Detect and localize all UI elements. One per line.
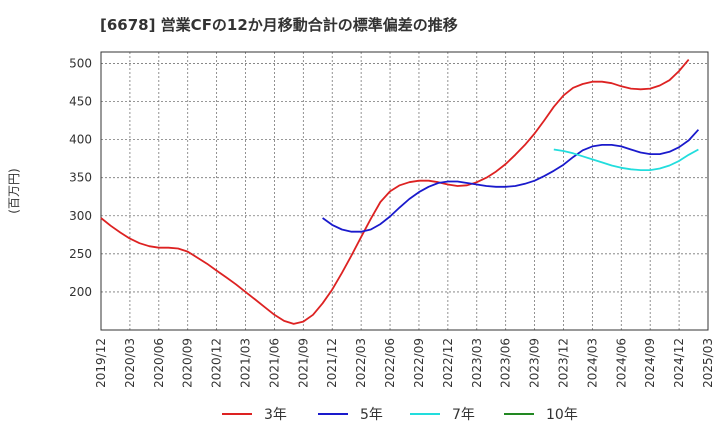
x-tick-label: 2019/12 xyxy=(94,338,108,388)
series-line-3 xyxy=(553,148,699,171)
x-tick-label: 2024/06 xyxy=(614,338,628,388)
x-tick-label: 2021/09 xyxy=(296,338,310,388)
x-tick-label: 2024/12 xyxy=(672,338,686,388)
x-tick-label: 2022/03 xyxy=(354,338,368,388)
y-axis-ticks: 200 250 300 350 400 450 500 xyxy=(69,56,92,298)
x-tick-label: 2022/12 xyxy=(441,338,455,388)
x-tick-label: 2020/12 xyxy=(210,338,224,388)
x-tick-label: 2023/09 xyxy=(528,338,542,388)
x-tick-label: 2020/03 xyxy=(123,338,137,388)
x-tick-label: 2021/03 xyxy=(239,338,253,388)
series-line-1 xyxy=(100,59,690,325)
x-tick-label: 2021/06 xyxy=(267,338,281,388)
x-tick-label: 2023/03 xyxy=(470,338,484,388)
x-tick-label: 2021/12 xyxy=(325,338,339,388)
legend: 3年 5年 7年 10年 xyxy=(222,407,578,423)
x-tick-label: 2024/03 xyxy=(585,338,599,388)
legend-label: 7年 xyxy=(452,407,475,423)
series-lines xyxy=(100,59,700,325)
x-tick-label: 2020/09 xyxy=(181,338,195,388)
legend-label: 3年 xyxy=(264,407,287,423)
y-tick-label: 350 xyxy=(69,171,92,185)
y-axis-label: (百万円) xyxy=(7,168,21,213)
x-tick-label: 2022/09 xyxy=(412,338,426,388)
chart-title: [6678] 営業CFの12か月移動合計の標準偏差の推移 xyxy=(100,16,458,34)
y-tick-label: 250 xyxy=(69,247,92,261)
x-tick-label: 2022/06 xyxy=(383,338,397,388)
plot-background xyxy=(101,52,708,330)
y-tick-label: 400 xyxy=(69,133,92,147)
plot-frame xyxy=(100,51,709,331)
y-tick-label: 200 xyxy=(69,285,92,299)
y-tick-label: 300 xyxy=(69,209,92,223)
x-tick-label: 2023/12 xyxy=(556,338,570,388)
y-tick-label: 450 xyxy=(69,95,92,109)
x-tick-label: 2023/06 xyxy=(499,338,513,388)
grid-lines xyxy=(100,52,709,330)
x-tick-label: 2025/03 xyxy=(701,338,715,388)
series-line-2 xyxy=(322,129,700,233)
y-tick-label: 500 xyxy=(69,56,92,70)
legend-label: 10年 xyxy=(546,407,578,423)
x-tick-label: 2024/09 xyxy=(643,338,657,388)
x-axis-ticks: 2019/12 2020/03 2020/06 2020/09 2020/12 2021/… xyxy=(94,338,715,388)
x-tick-label: 2020/06 xyxy=(152,338,166,388)
legend-label: 5年 xyxy=(360,407,383,423)
